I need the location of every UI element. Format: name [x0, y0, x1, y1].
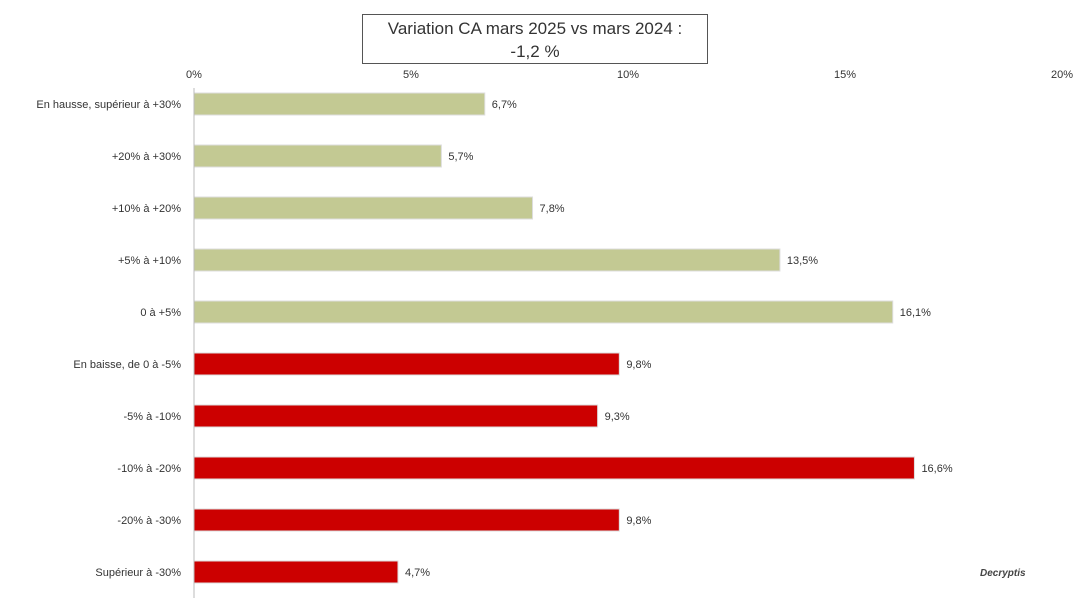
data-label: 5,7%	[448, 151, 473, 163]
watermark-logo: Decryptis	[980, 568, 1026, 579]
bar	[193, 92, 486, 116]
bar	[193, 404, 599, 428]
bar	[193, 508, 620, 532]
category-label: -5% à -10%	[124, 411, 182, 423]
x-tick-label: 15%	[834, 69, 856, 81]
bar	[193, 352, 620, 376]
x-tick-label: 0%	[186, 69, 202, 81]
bar	[193, 300, 894, 324]
category-label: En baisse, de 0 à -5%	[73, 359, 181, 371]
x-tick-label: 20%	[1051, 69, 1073, 81]
data-label: 16,1%	[900, 307, 931, 319]
category-label: +20% à +30%	[112, 151, 181, 163]
x-tick-label: 10%	[617, 69, 639, 81]
data-label: 4,7%	[405, 567, 430, 579]
data-label: 7,8%	[540, 203, 565, 215]
data-label: 9,8%	[626, 515, 651, 527]
data-label: 9,3%	[605, 411, 630, 423]
category-label: -10% à -20%	[117, 463, 181, 475]
category-label: -20% à -30%	[117, 515, 181, 527]
category-label: +10% à +20%	[112, 203, 181, 215]
category-label: Supérieur à -30%	[95, 567, 181, 579]
category-label: +5% à +10%	[118, 255, 181, 267]
x-tick-label: 5%	[403, 69, 419, 81]
bar	[193, 456, 915, 480]
bar	[193, 196, 534, 220]
data-label: 16,6%	[921, 463, 952, 475]
category-label: 0 à +5%	[140, 307, 181, 319]
data-label: 9,8%	[626, 359, 651, 371]
chart-subtitle: -1,2 %	[510, 42, 560, 61]
data-label: 6,7%	[492, 99, 517, 111]
bar	[193, 144, 442, 168]
bar	[193, 248, 781, 272]
bar	[193, 560, 399, 584]
data-label: 13,5%	[787, 255, 818, 267]
chart-title: Variation CA mars 2025 vs mars 2024 :	[387, 19, 683, 38]
category-label: En hausse, supérieur à +30%	[36, 99, 181, 111]
chart-title-box: Variation CA mars 2025 vs mars 2024 : -1…	[362, 14, 708, 64]
